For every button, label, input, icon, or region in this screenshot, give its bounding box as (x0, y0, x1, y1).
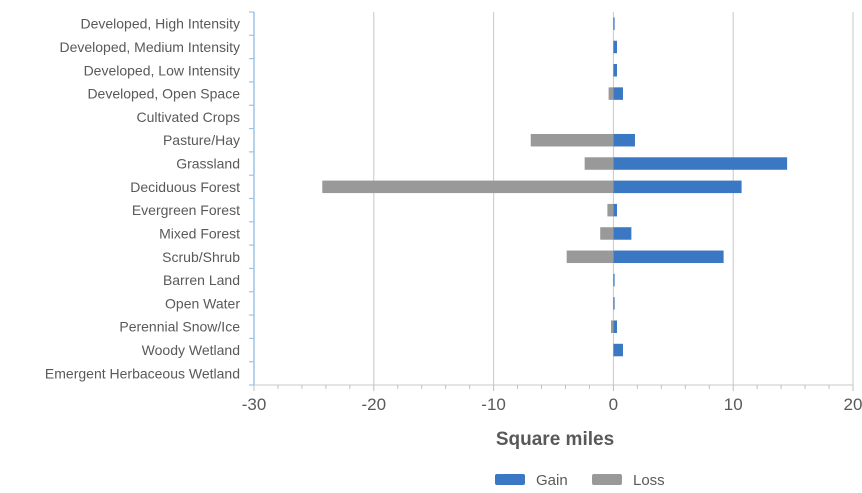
bar-gain (613, 87, 623, 100)
x-tick-labels: -30 -20 -10 0 10 20 (242, 395, 862, 414)
bar-loss (322, 180, 614, 194)
bar-gain (613, 250, 724, 264)
category-label: Scrub/Shrub (162, 249, 240, 265)
category-label: Evergreen Forest (132, 202, 240, 218)
bars (322, 17, 788, 357)
category-label: Developed, Medium Intensity (59, 39, 240, 55)
x-axis-title: Square miles (496, 429, 614, 450)
axes (249, 11, 854, 391)
bar-gain (613, 180, 742, 194)
legend-swatch-gain (495, 474, 525, 485)
x-tick-label: 20 (844, 395, 862, 414)
category-label: Emergent Herbaceous Wetland (45, 365, 240, 381)
category-label: Developed, Low Intensity (84, 62, 240, 78)
bar-gain (613, 133, 635, 147)
x-tick-label: -30 (242, 395, 267, 414)
category-label: Cultivated Crops (137, 109, 241, 125)
bar-gain (613, 40, 617, 54)
category-label: Developed, High Intensity (80, 16, 240, 32)
x-tick-label: 0 (609, 395, 618, 414)
category-label: Deciduous Forest (130, 179, 240, 195)
legend-label-loss: Loss (633, 472, 665, 489)
category-label: Perennial Snow/Ice (119, 319, 240, 335)
bar-gain (613, 157, 788, 170)
category-label: Woody Wetland (142, 342, 240, 358)
category-label: Mixed Forest (159, 225, 240, 241)
category-label: Grassland (176, 156, 240, 172)
x-tick-label: -20 (362, 395, 387, 414)
bar-gain (613, 17, 615, 30)
bar-loss (611, 320, 614, 333)
x-tick-label: -10 (481, 395, 506, 414)
category-label: Pasture/Hay (163, 132, 240, 148)
category-label: Open Water (165, 295, 240, 311)
category-label: Barren Land (163, 272, 240, 288)
bar-gain (613, 343, 623, 357)
bar-loss (584, 157, 614, 170)
bar-loss (607, 203, 614, 217)
bar-loss (530, 133, 614, 147)
x-tick-label: 10 (724, 395, 743, 414)
legend-label-gain: Gain (536, 472, 568, 489)
bar-gain (613, 227, 632, 240)
bar-loss (600, 227, 614, 240)
bar-loss (608, 87, 614, 100)
category-labels: Developed, High Intensity Developed, Medi… (45, 16, 240, 382)
legend: Gain Loss (495, 472, 665, 489)
category-label: Developed, Open Space (87, 86, 240, 102)
bar-gain (613, 320, 617, 333)
bar-loss (566, 250, 614, 264)
legend-swatch-loss (592, 474, 622, 485)
bar-gain (613, 64, 617, 77)
bar-gain (613, 273, 615, 287)
bar-gain (613, 203, 617, 217)
bar-gain (613, 297, 615, 310)
